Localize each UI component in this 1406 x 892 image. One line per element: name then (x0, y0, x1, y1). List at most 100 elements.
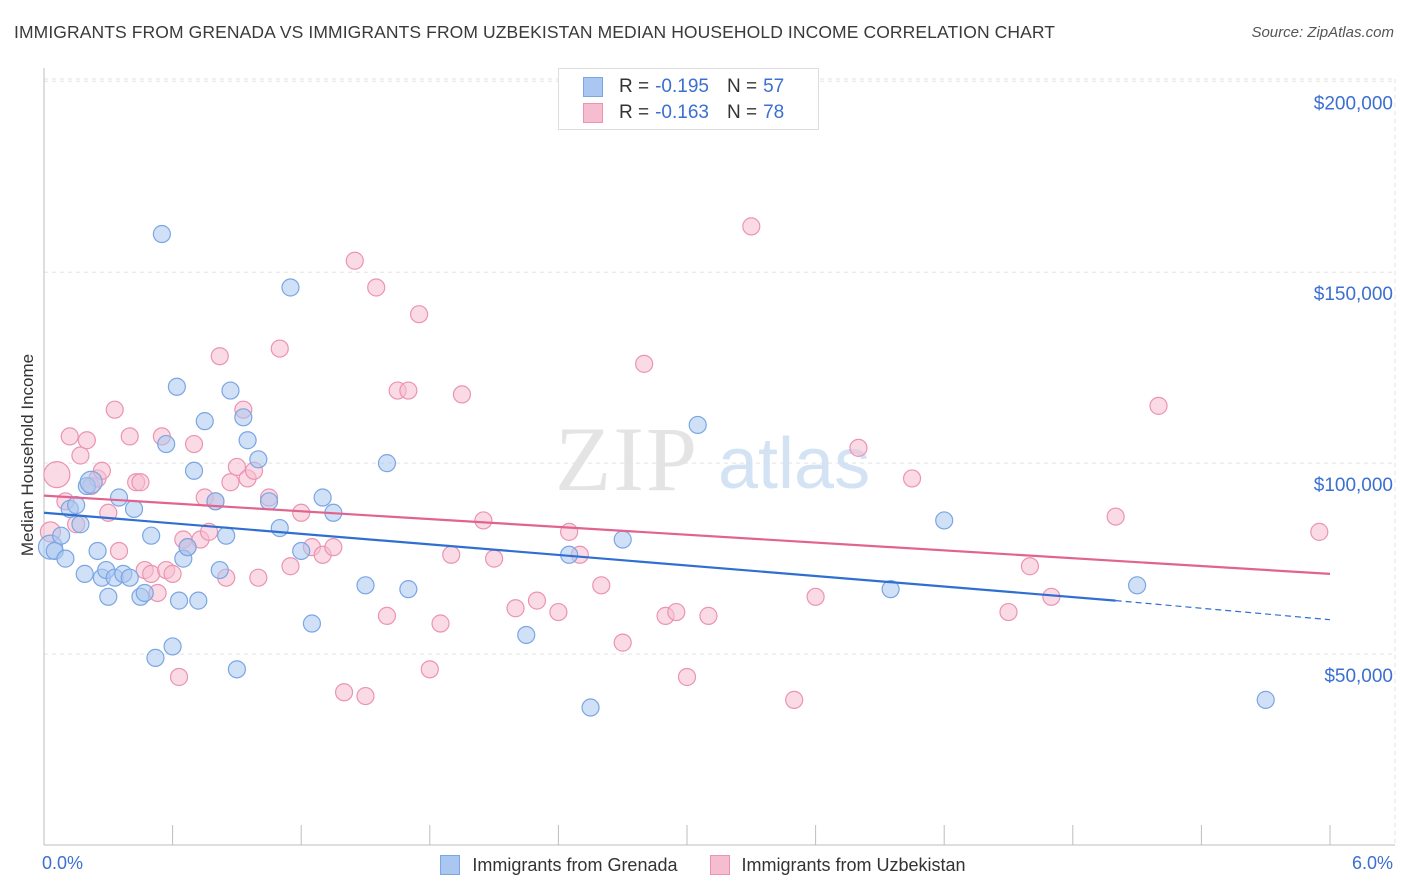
grenada-point (79, 470, 103, 494)
watermark: ZIP atlas (555, 408, 870, 510)
grenada-point (238, 431, 257, 450)
legend-item-uzbekistan[interactable]: Immigrants from Uzbekistan (709, 855, 966, 876)
uzbekistan-point (560, 522, 579, 541)
uzbekistan-point (105, 400, 124, 419)
grenada-point (167, 377, 186, 396)
grenada-trend-line (43, 511, 1116, 602)
grenada-point (56, 549, 75, 568)
y-tick-label: $100,000 (1314, 475, 1393, 496)
r-value: -0.195 (655, 76, 709, 97)
tick-labels: $50,000 $100,000 $150,000 $200,000 0.0% 6.0% (42, 93, 1393, 873)
legend-item-grenada[interactable]: Immigrants from Grenada (440, 855, 678, 876)
grenada-point (67, 496, 86, 515)
uzbekistan-point (474, 511, 493, 530)
grenada-point (135, 583, 154, 603)
grenada-point (517, 625, 536, 645)
grenada-point (99, 587, 118, 606)
grenada-point (881, 580, 900, 599)
grenada-point (169, 591, 189, 610)
grenada-point (313, 488, 332, 507)
uzbekistan-point (1149, 396, 1168, 415)
uzbekistan-point (420, 660, 439, 679)
uzbekistan-point (1106, 507, 1125, 526)
uzbekistan-point (377, 606, 397, 625)
uzbekistan-point (324, 538, 343, 557)
n-value: 57 (763, 76, 785, 97)
uzbekistan-point (43, 460, 71, 489)
axes (43, 68, 1395, 846)
uzbekistan-point (785, 690, 804, 709)
uzbekistan-point (677, 667, 697, 687)
stats-legend: R = -0.195 N = 57 R = -0.163 N = 78 (558, 68, 819, 130)
watermark-zip: ZIP (555, 408, 699, 510)
grenada-point (195, 412, 214, 431)
uzbekistan-point (292, 503, 311, 522)
uzbekistan-point (442, 545, 461, 564)
watermark-atlas: atlas (718, 424, 870, 504)
uzbekistan-point (184, 434, 204, 454)
grenada-point (142, 526, 161, 545)
grenada-point (281, 278, 300, 297)
uzbekistan-trend-line (43, 494, 1331, 575)
uzbekistan-point (667, 602, 686, 622)
uzbekistan-point (485, 549, 504, 568)
y-tick-label: $50,000 (1324, 666, 1393, 687)
uzbekistan-point (592, 576, 611, 595)
uzbekistan-point (109, 541, 129, 561)
y-tick-label: $200,000 (1314, 93, 1393, 114)
grenada-point (210, 560, 229, 580)
r-label: R = (619, 102, 650, 123)
grenada-point (292, 541, 311, 561)
chart-title: IMMIGRANTS FROM GRENADA VS IMMIGRANTS FR… (14, 22, 1056, 42)
grenada-point (124, 499, 144, 519)
uzbekistan-point (635, 354, 654, 373)
uzbekistan-point (270, 339, 289, 358)
legend-row-uzbekistan: R = -0.163 N = 78 (583, 100, 784, 126)
uzbekistan-point (527, 591, 547, 610)
r-label: R = (619, 76, 650, 97)
grenada-swatch (440, 855, 461, 875)
grenada-point (152, 224, 171, 244)
uzbekistan-point (221, 473, 240, 492)
grenada-point (221, 381, 240, 400)
uzbekistan-point (345, 251, 364, 270)
source-credit: Source: ZipAtlas.com (1251, 24, 1394, 41)
r-value: -0.163 (655, 102, 709, 123)
uzbekistan-point (506, 599, 525, 618)
uzbekistan-point (281, 557, 300, 576)
uzbekistan-point (849, 438, 868, 457)
uzbekistan-point (549, 602, 568, 622)
series-legend: Immigrants from Grenada Immigrants from … (0, 852, 1406, 878)
grenada-point (581, 698, 600, 717)
uzbekistan-point (227, 457, 246, 477)
uzbekistan-point (142, 564, 161, 583)
grenada-point (688, 415, 707, 435)
grenada-point (109, 488, 129, 507)
uzbekistan-point (356, 686, 375, 706)
grenada-point (227, 660, 246, 679)
uzbekistan-swatch (709, 855, 730, 875)
grenada-point (234, 408, 253, 427)
grenada-point (71, 515, 90, 534)
grenada-point (1127, 576, 1147, 595)
grenada-point (217, 526, 236, 545)
trend-lines (43, 494, 1331, 621)
grenada-point (302, 614, 322, 633)
grenada-point (399, 580, 418, 599)
uzbekistan-point (169, 667, 189, 687)
grenada-point (88, 541, 107, 561)
uzbekistan-point (399, 381, 418, 400)
uzbekistan-point (1020, 557, 1040, 576)
legend-row-grenada: R = -0.195 N = 57 (583, 74, 784, 100)
grenada-point (52, 526, 71, 545)
grenada-point (163, 637, 182, 656)
grenada-point (1256, 690, 1275, 709)
uzbekistan-point (367, 278, 386, 297)
grenada-trend-extension (1115, 600, 1331, 621)
grenada-point (270, 518, 289, 538)
uzbekistan-point (210, 347, 229, 366)
grenada-swatch (583, 77, 603, 97)
uzbekistan-point (334, 683, 354, 702)
uzbekistan-point (452, 385, 472, 404)
y-tick-label: $150,000 (1314, 284, 1393, 305)
